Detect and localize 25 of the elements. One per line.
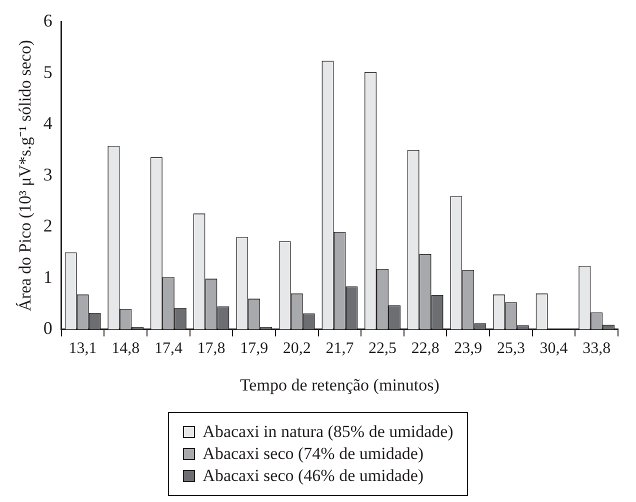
legend-label: Abacaxi seco (74% de umidade) <box>202 443 424 465</box>
y-axis-title: Área do Pico (10³ μV*s.g⁻¹ sólido seco) <box>16 40 35 312</box>
y-tick-label: 4 <box>43 113 52 134</box>
x-tick-label: 21,7 <box>326 340 354 358</box>
x-tick-label: 25,3 <box>496 340 525 358</box>
x-tick-label: 20,2 <box>282 340 311 358</box>
x-tick-label: 23,9 <box>454 340 482 358</box>
y-tick-label: 0 <box>43 318 52 338</box>
x-axis-title: Tempo de retenção (minutos) <box>240 375 440 394</box>
y-tick-label: 2 <box>43 216 52 236</box>
x-tick-label: 17,4 <box>154 340 182 358</box>
y-tick-label: 3 <box>43 164 52 184</box>
x-tick-label: 30,4 <box>540 340 568 358</box>
x-tick-label: 17,8 <box>197 340 226 358</box>
x-tick-label: 22,5 <box>368 340 397 358</box>
y-tick-label: 5 <box>43 62 52 82</box>
legend-label: Abacaxi seco (46% de umidade) <box>202 465 424 487</box>
y-tick-label: 1 <box>43 266 52 287</box>
x-tick-label: 13,1 <box>68 340 97 358</box>
x-tick-label: 33,8 <box>582 340 611 358</box>
x-tick-label: 17,9 <box>240 340 268 358</box>
y-tick-label: 6 <box>43 10 52 31</box>
x-tick-label: 22,8 <box>411 340 440 358</box>
legend-label: Abacaxi in natura (85% de umidade) <box>202 421 454 443</box>
x-tick-label: 14,8 <box>112 340 140 358</box>
